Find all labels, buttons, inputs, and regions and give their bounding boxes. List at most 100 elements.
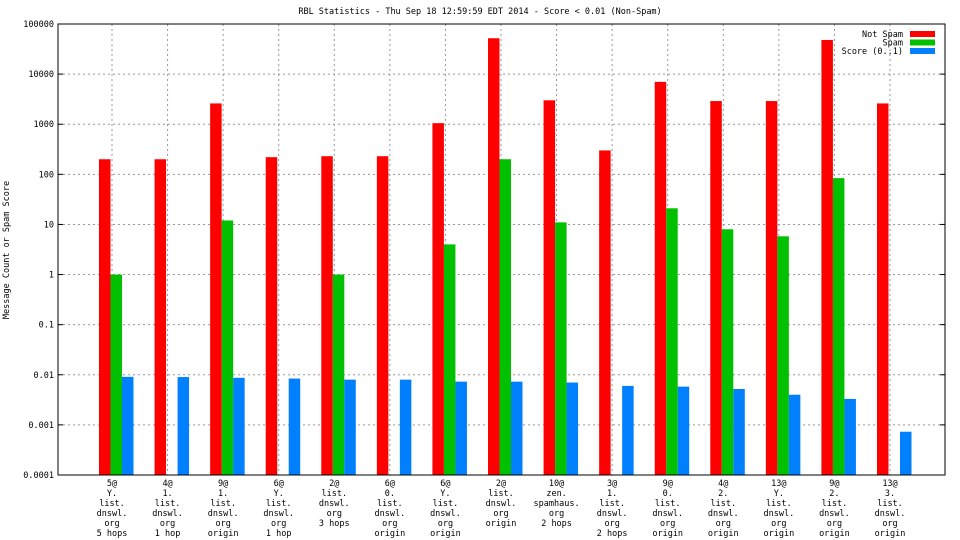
bar-score <box>566 382 579 475</box>
bar-not-spam <box>210 103 222 476</box>
legend-label: Spam <box>883 39 903 49</box>
x-tick-label: dnswl. <box>597 509 628 519</box>
x-tick-label: org <box>827 519 842 529</box>
bar-score <box>344 379 356 475</box>
x-tick-label: dnswl. <box>875 509 906 519</box>
x-tick-label: 2 hops <box>597 529 628 539</box>
bar-spam <box>666 208 678 476</box>
x-tick-label: 2. <box>718 489 728 499</box>
bar-not-spam <box>154 159 167 475</box>
legend-swatch <box>910 48 935 54</box>
x-tick-label: list. <box>266 499 292 509</box>
legend-swatch <box>910 31 935 37</box>
x-tick-label: Y. <box>274 489 284 499</box>
x-tick-label: dnswl. <box>374 509 405 519</box>
bar-score <box>122 376 134 475</box>
x-tick-label: zen. <box>546 489 566 499</box>
x-tick-label: 13@ <box>771 479 786 489</box>
bar-not-spam <box>654 81 667 476</box>
x-tick-label: org <box>716 519 731 529</box>
x-tick-label: origin <box>819 529 850 539</box>
x-tick-label: org <box>771 519 786 529</box>
bar-spam <box>332 274 345 475</box>
bar-not-spam <box>821 39 833 475</box>
x-tick-label: list. <box>210 499 236 509</box>
bar-not-spam <box>710 101 722 476</box>
x-tick-label: origin <box>708 529 739 539</box>
x-tick-label: 10@ <box>549 479 564 489</box>
y-tick-label: 0.1 <box>39 321 54 331</box>
bar-score <box>511 381 523 475</box>
x-tick-label: 6@ <box>385 479 395 489</box>
x-tick-label: list. <box>377 499 403 509</box>
x-tick-label: 2@ <box>496 479 506 489</box>
x-tick-label: 9@ <box>218 479 228 489</box>
bar-spam <box>555 222 567 475</box>
x-tick-label: dnswl. <box>97 509 128 519</box>
x-tick-label: list. <box>599 499 625 509</box>
x-tick-label: dnswl. <box>430 509 461 519</box>
x-tick-label: origin <box>374 529 405 539</box>
x-tick-label: 4@ <box>162 479 172 489</box>
bar-not-spam <box>376 156 389 475</box>
plot-frame <box>57 23 946 476</box>
x-tick-label: dnswl. <box>208 509 239 519</box>
x-tick-label: 3 hops <box>319 519 350 529</box>
x-tick-label: 6@ <box>274 479 284 489</box>
x-tick-label: org <box>882 519 897 529</box>
x-tick-label: 1. <box>607 489 617 499</box>
x-tick-label: dnswl. <box>263 509 294 519</box>
bar-not-spam <box>765 101 778 476</box>
x-tick-label: list. <box>321 489 347 499</box>
bar-score <box>455 381 467 475</box>
bar-spam <box>721 229 734 475</box>
x-tick-label: org <box>660 519 675 529</box>
bar-score <box>733 389 745 475</box>
x-tick-label: origin <box>208 529 239 539</box>
bar-score <box>622 385 634 475</box>
bar-not-spam <box>321 156 333 475</box>
bar-not-spam <box>543 100 556 476</box>
bar-score <box>677 386 690 475</box>
x-tick-label: spamhaus. <box>534 499 580 509</box>
y-tick-label: 100 <box>39 170 54 180</box>
y-axis-label: Message Count or Spam Score <box>2 181 12 319</box>
bar-not-spam <box>265 157 278 476</box>
x-tick-label: org <box>382 519 397 529</box>
x-tick-label: org <box>271 519 286 529</box>
bar-spam <box>443 244 456 475</box>
bars <box>99 38 912 476</box>
x-tick-label: dnswl. <box>486 499 517 509</box>
x-tick-label: org <box>104 519 119 529</box>
bar-spam <box>777 236 789 475</box>
y-tick-label: 10000 <box>28 70 54 80</box>
x-tick-label: 6@ <box>440 479 450 489</box>
x-tick-label: 1 hop <box>155 529 181 539</box>
y-tick-label: 1000 <box>34 120 54 130</box>
bar-score <box>288 378 301 475</box>
bar-score <box>788 394 801 475</box>
x-tick-label: 2 hops <box>541 519 572 529</box>
x-tick-label: 0. <box>385 489 395 499</box>
y-tick-label: 0.01 <box>34 371 54 381</box>
legend-swatch <box>910 39 935 46</box>
chart-title: RBL Statistics - Thu Sep 18 12:59:59 EDT… <box>298 7 661 17</box>
x-tick-label: list. <box>433 499 459 509</box>
x-tick-label: list. <box>488 489 514 499</box>
x-tick-label: 1. <box>162 489 172 499</box>
bar-spam <box>221 220 234 475</box>
x-tick-label: list. <box>822 499 848 509</box>
x-tick-label: 0. <box>663 489 673 499</box>
x-tick-label: dnswl. <box>708 509 739 519</box>
bar-spam <box>832 178 845 475</box>
x-tick-label: dnswl. <box>652 509 683 519</box>
y-tick-label: 0.0001 <box>23 471 54 481</box>
x-tick-label: origin <box>486 519 517 529</box>
x-tick-label: list. <box>155 499 181 509</box>
x-tick-label: org <box>327 509 342 519</box>
legend-label: Score (0..1) <box>842 47 903 57</box>
bar-score <box>177 377 190 475</box>
bar-not-spam <box>599 150 611 475</box>
